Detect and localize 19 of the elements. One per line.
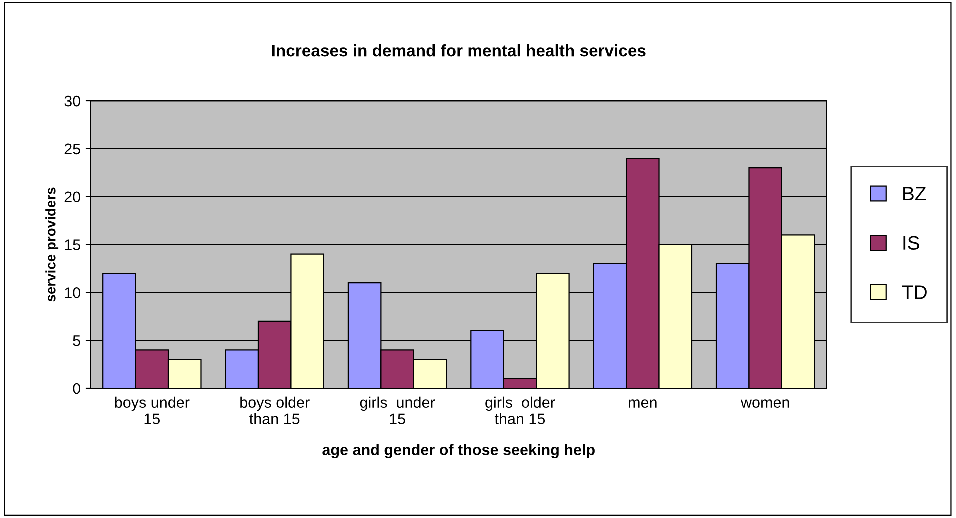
x-tick-label: men [629,400,657,408]
x-tick-label: girls older than 15 [486,396,556,425]
y-tick-label: 10 [65,288,80,298]
legend-label: IS [904,236,920,250]
y-tick-label: 30 [64,96,80,107]
y-tick-label: 15 [65,240,80,250]
y-tick-label: 0 [73,383,80,394]
x-tick-label: girls under 15 [360,396,436,425]
legend-label: BZ [904,187,926,200]
y-tick-label: 20 [64,192,80,203]
legend-label: TD [902,286,927,300]
y-axis-title: service providers [46,188,59,302]
y-tick-label: 5 [73,336,80,346]
x-axis-title: age and gender of those seeking help [322,444,595,459]
x-tick-label: women [740,400,790,408]
y-tick-label: 25 [64,144,80,155]
chart-title: Increases in demand for mental health services [272,44,646,57]
x-tick-label: boys older than 15 [240,396,310,425]
x-tick-label: boys under 15 [115,396,190,425]
